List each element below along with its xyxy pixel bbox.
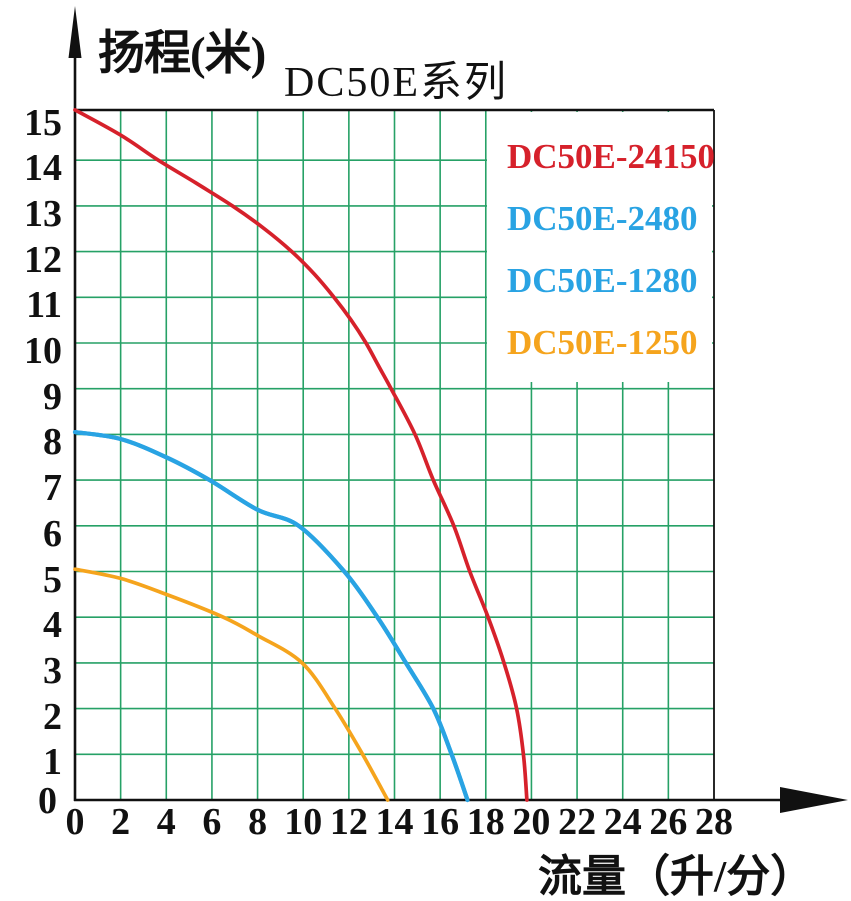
legend: DC50E-24150 DC50E-2480 DC50E-1280 DC50E-… (487, 112, 715, 382)
x-tick-label: 6 (202, 801, 222, 843)
y-tick-label: 15 (24, 101, 62, 144)
y-tick-label: 6 (43, 512, 62, 555)
legend-item-label: DC50E-1280 (507, 261, 698, 300)
legend-item-label: DC50E-2480 (507, 199, 698, 238)
y-tick-label: 2 (43, 695, 62, 738)
y-tick-label: 12 (24, 238, 62, 281)
legend-item: DC50E-1250 (487, 312, 711, 374)
y-tick-label: 14 (24, 147, 62, 190)
x-tick-label: 22 (558, 801, 597, 843)
y-tick-label: 4 (43, 604, 62, 647)
x-tick-label: 24 (603, 801, 642, 843)
x-tick-label: 8 (248, 801, 268, 843)
x-axis-title: 流量（升/分） (538, 852, 815, 901)
y-tick-label: 13 (24, 192, 62, 235)
y-tick-label: 5 (43, 558, 62, 601)
x-tick-label: 28 (695, 801, 733, 843)
origin-label: 0 (38, 780, 57, 822)
x-tick-label: 18 (466, 801, 505, 843)
y-tick-label: 3 (43, 649, 62, 692)
legend-item-label: DC50E-1250 (507, 323, 698, 362)
x-tick-label: 0 (65, 801, 85, 843)
curve-DC50E-24150 (73, 108, 529, 802)
y-tick-label: 1 (43, 741, 62, 784)
chart-title: DC50E系列 (284, 60, 509, 106)
legend-item: DC50E-2480 (487, 188, 711, 250)
x-tick-label: 26 (649, 801, 688, 843)
x-tick-label: 12 (329, 801, 368, 843)
legend-item: DC50E-24150 (487, 126, 715, 188)
legend-item: DC50E-1280 (487, 250, 711, 312)
y-axis-title: 扬程(米) (98, 28, 266, 80)
x-tick-label: 20 (512, 801, 551, 843)
x-tick-label: 14 (375, 801, 414, 843)
curve-DC50E-1250 (73, 567, 390, 802)
curve-DC50E-1280 (72, 430, 470, 803)
x-tick-label: 2 (111, 801, 131, 843)
y-tick-label: 9 (43, 375, 62, 418)
curve-DC50E-2480 (72, 430, 470, 803)
y-tick-label: 11 (26, 284, 62, 327)
legend-item-label: DC50E-24150 (507, 137, 716, 176)
x-tick-label: 10 (284, 801, 323, 843)
x-tick-label: 4 (156, 801, 176, 843)
y-tick-label: 7 (43, 467, 62, 510)
x-tick-label: 16 (421, 801, 460, 843)
y-tick-label: 8 (43, 421, 62, 464)
y-tick-label: 10 (24, 330, 62, 372)
